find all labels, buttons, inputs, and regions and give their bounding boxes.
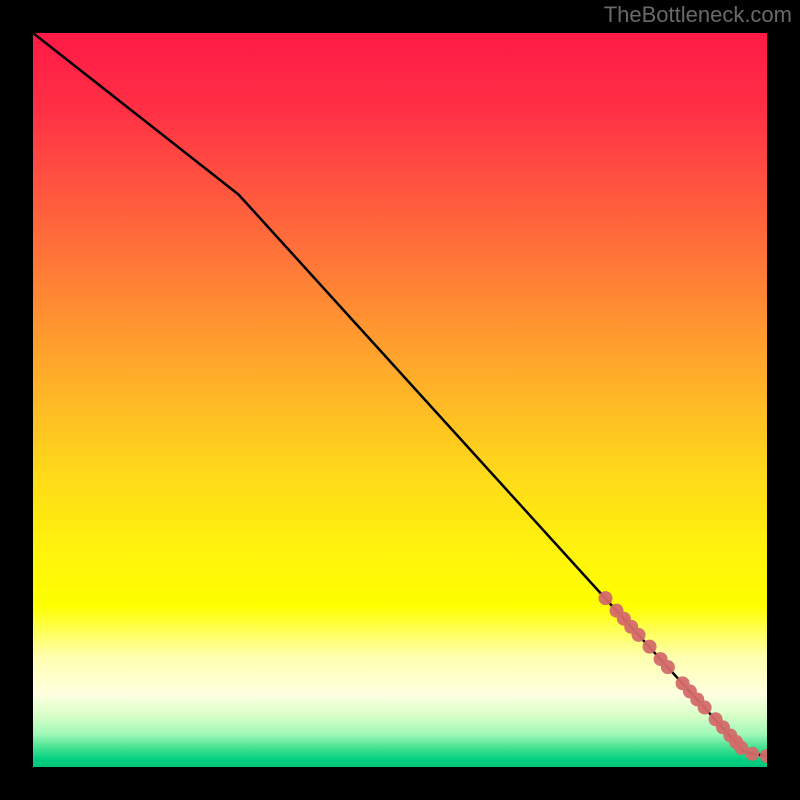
chart-svg: [33, 33, 767, 767]
data-marker: [632, 628, 646, 642]
chart-container: TheBottleneck.com: [0, 0, 800, 800]
plot-area: [33, 33, 767, 767]
data-marker: [599, 591, 613, 605]
data-marker: [661, 660, 675, 674]
data-marker: [643, 640, 657, 654]
watermark-text: TheBottleneck.com: [604, 2, 792, 28]
data-marker: [698, 701, 712, 715]
data-marker: [745, 747, 759, 761]
